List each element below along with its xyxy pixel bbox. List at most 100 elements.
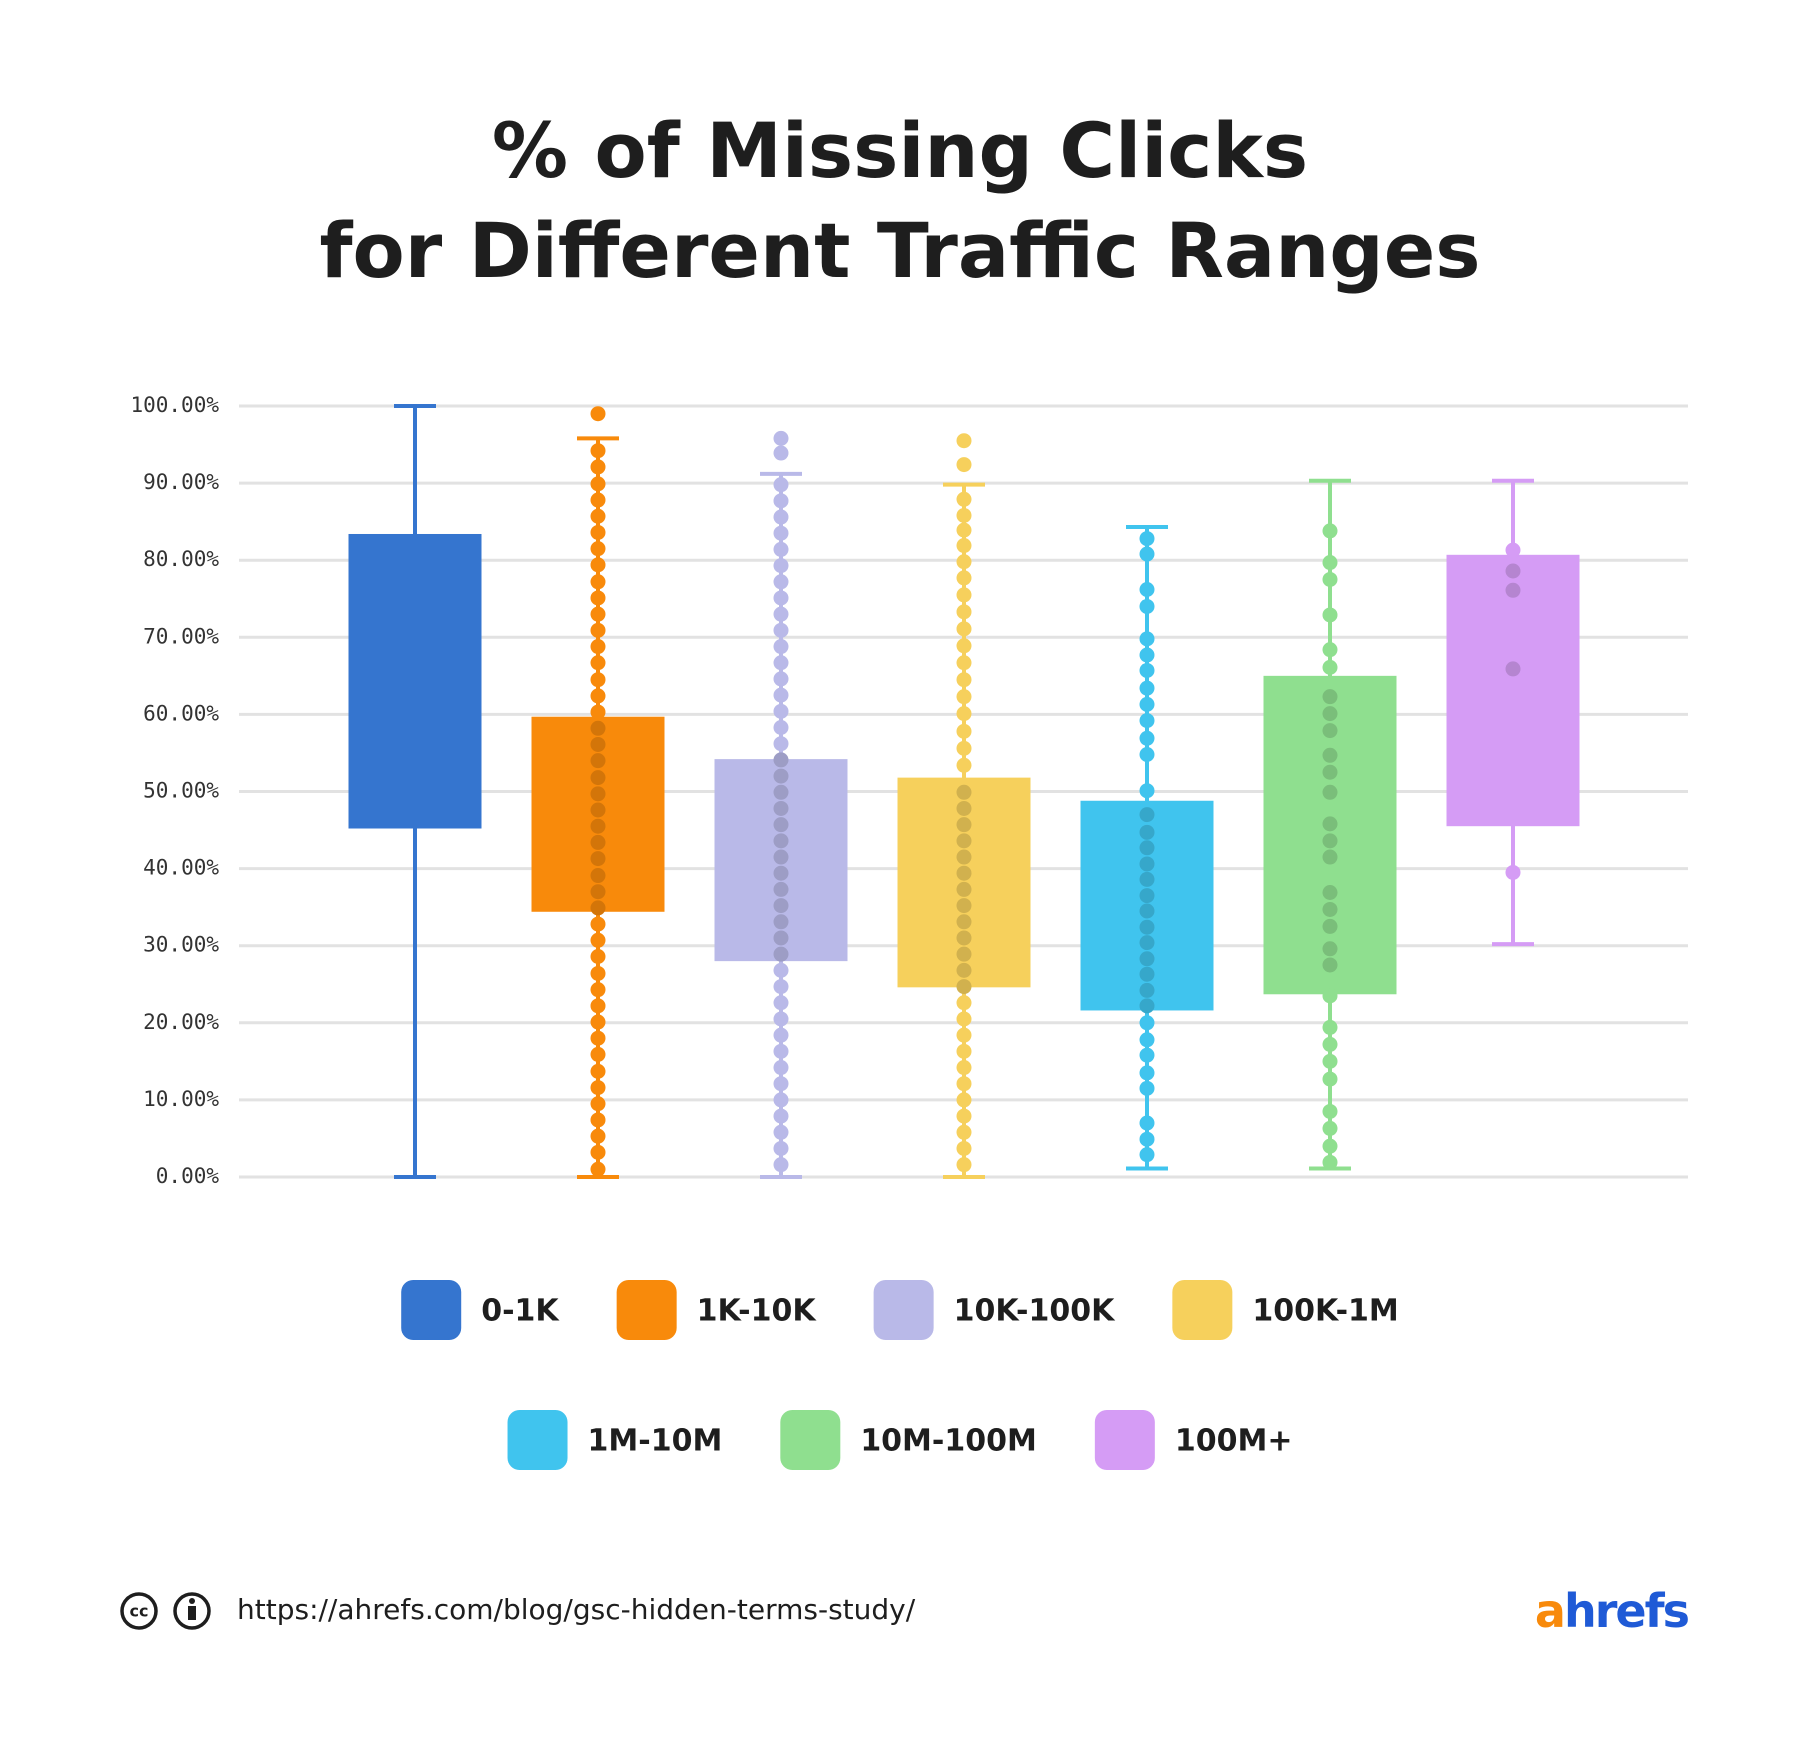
data-point: [956, 833, 972, 849]
data-point: [956, 1157, 972, 1173]
data-point: [773, 1108, 789, 1124]
y-tick-label: 0.00%: [156, 1164, 220, 1188]
data-point: [773, 833, 789, 849]
data-point: [956, 621, 972, 637]
data-point: [773, 445, 789, 461]
data-point: [1139, 783, 1155, 799]
data-point: [590, 818, 606, 834]
data-point: [1322, 833, 1338, 849]
data-point: [773, 1092, 789, 1108]
source-url: https://ahrefs.com/blog/gsc-hidden-terms…: [237, 1593, 916, 1626]
data-point: [773, 898, 789, 914]
data-point: [773, 671, 789, 687]
data-point: [1322, 689, 1338, 705]
data-point: [773, 881, 789, 897]
data-point: [1139, 935, 1155, 951]
data-point: [1139, 631, 1155, 647]
data-point: [1139, 1147, 1155, 1163]
data-point: [773, 1027, 789, 1043]
data-point: [1322, 988, 1338, 1004]
data-point: [590, 998, 606, 1014]
box: [348, 533, 482, 829]
data-point: [1139, 982, 1155, 998]
data-point: [1322, 1071, 1338, 1087]
chart-title: for Different Traffic Ranges: [319, 206, 1480, 295]
logo: ahrefs: [1534, 1584, 1690, 1638]
data-point: [773, 687, 789, 703]
data-point: [1322, 784, 1338, 800]
license-icons: cc: [120, 1592, 211, 1630]
data-point: [1505, 582, 1521, 598]
data-point: [1505, 563, 1521, 579]
data-point: [1139, 598, 1155, 614]
y-tick-label: 10.00%: [143, 1087, 219, 1111]
data-point: [1505, 661, 1521, 677]
data-point: [773, 558, 789, 574]
data-point: [773, 639, 789, 655]
data-point: [956, 1124, 972, 1140]
data-point: [956, 638, 972, 654]
data-point: [590, 965, 606, 981]
data-point: [773, 946, 789, 962]
data-point: [956, 757, 972, 773]
legend-swatch: [507, 1410, 568, 1470]
data-point: [1139, 1080, 1155, 1096]
data-point: [590, 736, 606, 752]
data-point: [956, 849, 972, 865]
data-point: [590, 720, 606, 736]
data-point: [773, 477, 789, 493]
data-point: [1139, 680, 1155, 696]
data-point: [956, 865, 972, 881]
data-point: [1322, 747, 1338, 763]
data-point: [773, 1076, 789, 1092]
data-point: [956, 570, 972, 586]
data-point: [1139, 871, 1155, 887]
data-point: [1322, 555, 1338, 571]
y-tick-label: 20.00%: [143, 1010, 219, 1034]
data-point: [590, 1112, 606, 1128]
data-point: [956, 538, 972, 554]
legend-swatch: [401, 1280, 462, 1340]
data-point: [590, 770, 606, 786]
data-point: [956, 914, 972, 930]
data-point: [590, 508, 606, 524]
data-point: [773, 1011, 789, 1027]
data-point: [773, 1140, 789, 1156]
y-tick-label: 100.00%: [130, 393, 219, 417]
data-point: [590, 1080, 606, 1096]
data-point: [1139, 531, 1155, 547]
data-point: [1322, 1053, 1338, 1069]
legend-label: 10K-100K: [954, 1294, 1116, 1329]
data-point: [956, 979, 972, 995]
data-point: [1322, 523, 1338, 539]
data-point: [956, 587, 972, 603]
data-point: [956, 946, 972, 962]
data-point: [773, 430, 789, 446]
data-point: [956, 1060, 972, 1076]
legend-swatch: [780, 1410, 841, 1470]
data-point: [590, 753, 606, 769]
data-point: [1139, 1047, 1155, 1063]
y-tick-label: 70.00%: [143, 624, 219, 648]
data-point: [956, 655, 972, 671]
data-point: [1139, 998, 1155, 1014]
data-point: [773, 720, 789, 736]
data-point: [773, 509, 789, 525]
data-point: [1139, 1131, 1155, 1147]
data-point: [773, 703, 789, 719]
legend-swatch: [873, 1280, 934, 1340]
data-point: [590, 443, 606, 459]
legend-label: 0-1K: [481, 1294, 560, 1329]
data-point: [1139, 903, 1155, 919]
data-point: [956, 995, 972, 1011]
data-point: [1322, 885, 1338, 901]
data-point: [590, 688, 606, 704]
data-point: [956, 1027, 972, 1043]
data-point: [956, 800, 972, 816]
data-point: [590, 704, 606, 720]
data-point: [956, 433, 972, 449]
data-point: [773, 493, 789, 509]
data-point: [590, 1161, 606, 1177]
data-point: [1139, 951, 1155, 967]
